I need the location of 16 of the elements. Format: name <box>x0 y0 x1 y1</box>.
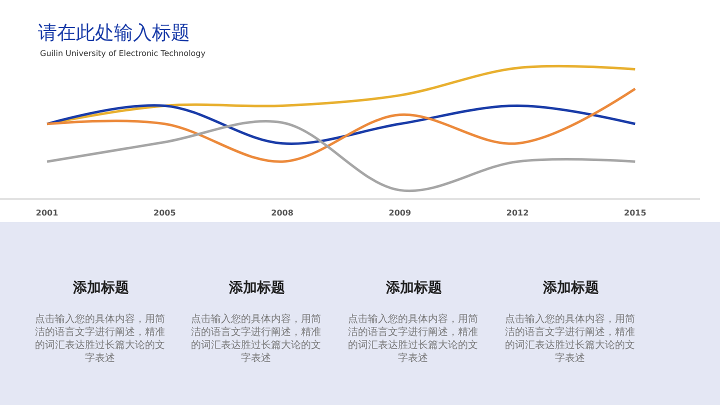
text: 点击输入您的具体内容，用简洁的语言文字进行阐述，精准的词汇表达胜过长篇大论的文字表述 <box>191 313 321 364</box>
text: 添加标题 <box>228 280 285 296</box>
text: 点击输入您的具体内容，用简洁的语言文字进行阐述，精准的词汇表达胜过长篇大论的文字表述 <box>348 313 478 364</box>
text: 添加标题 <box>385 280 442 296</box>
text: 添加标题 <box>542 280 599 296</box>
x-tick-label: 2012 <box>506 208 529 218</box>
x-tick-label: 2015 <box>624 208 647 218</box>
x-tick-label: 2008 <box>271 208 294 218</box>
chart-subtitle: Guilin University of Electronic Technology <box>40 49 206 58</box>
text: 点击输入您的具体内容，用简洁的语言文字进行阐述，精准的词汇表达胜过长篇大论的文字表述 <box>505 313 635 364</box>
chart-title: 请在此处输入标题 <box>38 22 190 44</box>
text: 点击输入您的具体内容，用简洁的语言文字进行阐述，精准的词汇表达胜过长篇大论的文字表述 <box>35 313 165 364</box>
text: 添加标题 <box>72 280 129 296</box>
x-tick-label: 2005 <box>154 208 176 218</box>
x-tick-label: 2009 <box>388 208 412 218</box>
x-tick-label: 2001 <box>36 208 59 218</box>
